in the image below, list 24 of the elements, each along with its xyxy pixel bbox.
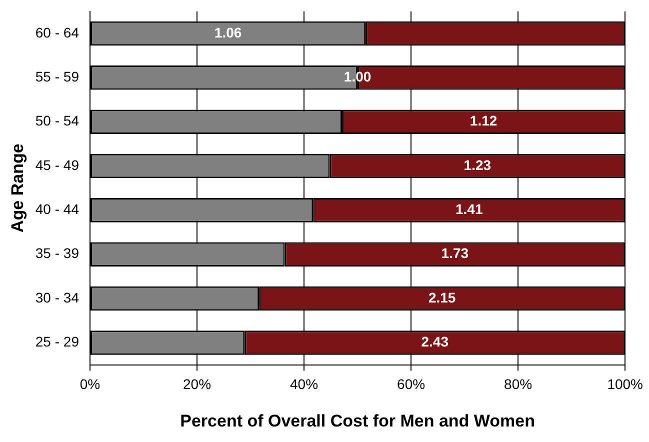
x-tick-label: 0% [80, 376, 100, 392]
y-tick-label: 55 - 59 [35, 68, 80, 85]
x-tick-label: 80% [504, 376, 532, 392]
annotation: 1.00 [344, 68, 372, 85]
x-tick-label: 100% [607, 376, 644, 392]
x-tick-label: 60% [397, 376, 426, 392]
annotation: 1.12 [470, 112, 498, 129]
annotation: 2.15 [428, 289, 456, 306]
y-tick-label: 35 - 39 [35, 245, 80, 262]
annotation: 2.43 [421, 334, 449, 350]
x-axis-title: Percent of Overall Cost for Men and Women [180, 411, 535, 430]
x-tick-label: 20% [182, 376, 212, 392]
annotation: 1.23 [464, 156, 492, 173]
x-tick-label: 40% [290, 376, 318, 392]
annotation: 1.06 [214, 24, 242, 40]
y-tick-label: 25 - 29 [35, 334, 80, 350]
y-tick-label: 50 - 54 [35, 112, 80, 129]
y-tick-label: 45 - 49 [35, 156, 80, 173]
y-tick-label: 60 - 64 [35, 24, 80, 40]
y-axis-title: Age Range [8, 144, 27, 232]
y-tick-label: 30 - 34 [35, 289, 80, 306]
y-tick-label: 40 - 44 [35, 201, 80, 218]
annotation: 1.73 [441, 245, 469, 262]
annotation: 1.41 [455, 201, 483, 218]
